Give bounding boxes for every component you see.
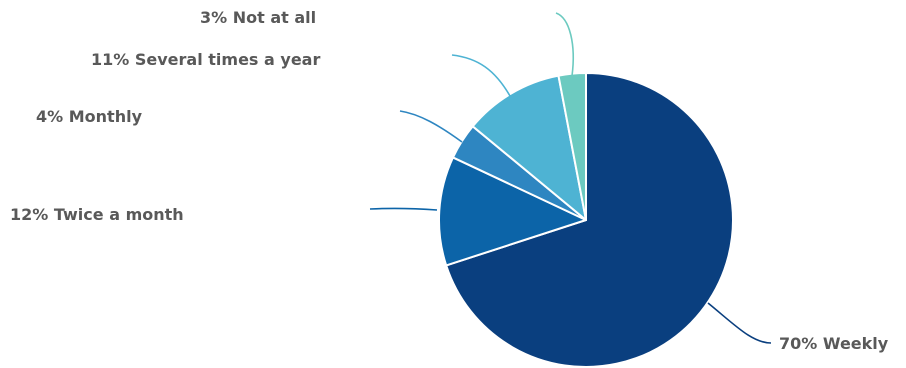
pie-slice-several-times-a-year: [471, 74, 587, 221]
data-labels: 70% Weekly 12% Twice a month 4% Monthly …: [10, 8, 889, 353]
leader-line-twice-a-month: [369, 207, 438, 211]
leader-line-not-at-all: [555, 12, 575, 77]
data-label-monthly: 4% Monthly: [36, 107, 143, 126]
leader-line-monthly: [399, 110, 463, 143]
pie-slice-twice-a-month: [438, 156, 587, 267]
leader-lines: [369, 12, 772, 344]
pie-slice-weekly: [445, 72, 734, 368]
data-label-not-at-all: 3% Not at all: [200, 8, 316, 27]
data-label-twice-a-month: 12% Twice a month: [10, 205, 184, 224]
data-label-weekly: 70% Weekly: [779, 334, 889, 353]
pie-slices: [438, 71, 734, 368]
leader-line-several-times-a-year: [451, 54, 511, 97]
leader-line-weekly: [707, 302, 772, 344]
data-label-several-times-a-year: 11% Several times a year: [91, 50, 320, 69]
